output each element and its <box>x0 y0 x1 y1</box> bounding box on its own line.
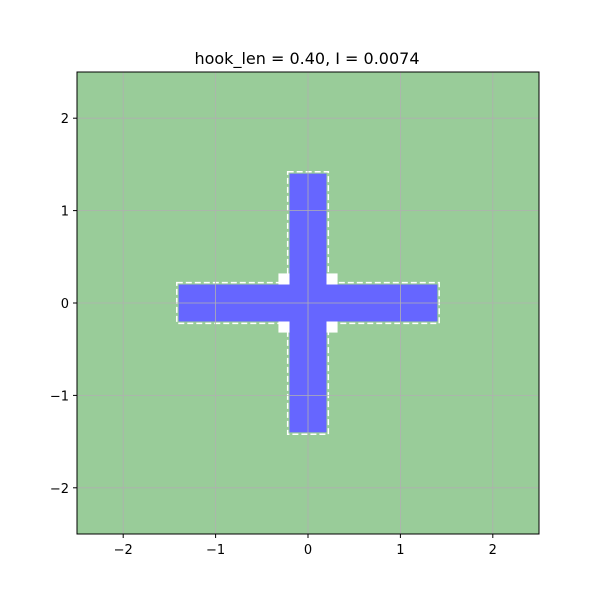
y-tick-label: 0 <box>61 297 69 312</box>
hook-top-right <box>326 273 338 285</box>
y-tick-label: 1 <box>61 205 69 220</box>
y-tick-label: 2 <box>61 112 69 127</box>
y-axis: −2 −1 0 1 2 <box>50 112 77 497</box>
grid-lines <box>77 72 539 534</box>
hook-bottom-left <box>278 321 290 333</box>
x-tick-label: 0 <box>304 543 312 558</box>
x-tick-label: −1 <box>206 543 225 558</box>
x-tick-label: 1 <box>396 543 404 558</box>
chart-title: hook_len = 0.40, I = 0.0074 <box>194 49 419 69</box>
hook-top-left <box>278 273 290 285</box>
hook-bottom-right <box>326 321 338 333</box>
plot-area <box>76 71 540 535</box>
y-tick-label: −1 <box>50 389 69 404</box>
x-tick-label: −2 <box>114 543 133 558</box>
x-axis: −2 −1 0 1 2 <box>114 534 497 558</box>
y-tick-label: −2 <box>50 482 69 497</box>
x-tick-label: 2 <box>489 543 497 558</box>
